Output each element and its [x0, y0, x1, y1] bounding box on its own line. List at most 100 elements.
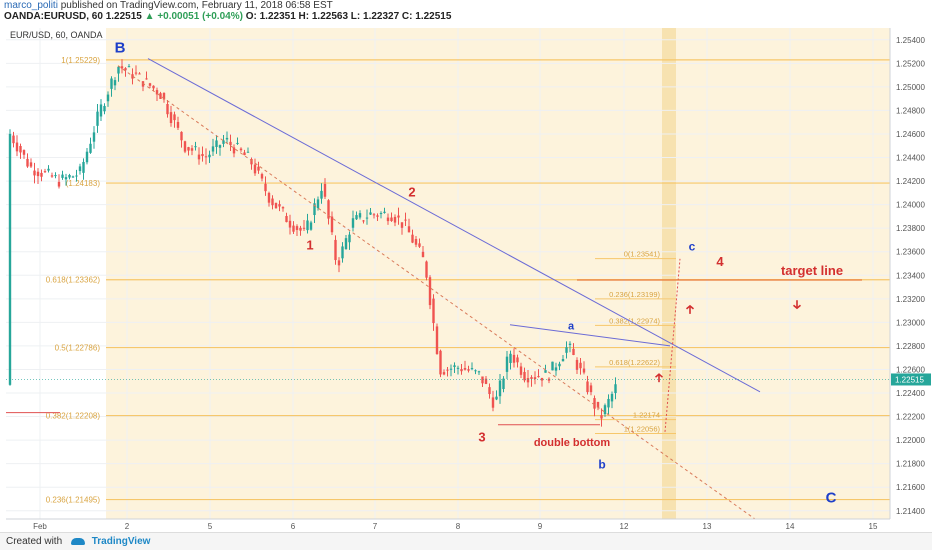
candle-body — [327, 200, 330, 219]
candle-body — [47, 168, 50, 171]
candle-body — [421, 251, 425, 258]
candle-body — [246, 151, 250, 153]
candle-body — [215, 140, 218, 147]
y-tick-label: 1.25000 — [896, 83, 925, 92]
y-tick-label: 1.23400 — [896, 271, 925, 280]
candle-body — [183, 141, 187, 152]
candle-body — [498, 380, 502, 397]
candle-body — [148, 83, 152, 86]
candle-body — [313, 203, 316, 216]
candle-body — [15, 142, 19, 152]
candle-body — [176, 121, 180, 128]
y-tick-label: 1.25400 — [896, 36, 925, 45]
candle-body — [96, 111, 99, 126]
candle-body — [442, 372, 446, 375]
candle-body — [428, 277, 432, 306]
fib-level-label: 0.5(1.22786) — [55, 344, 101, 353]
x-tick-label: 8 — [456, 522, 461, 531]
candle-body — [344, 238, 348, 250]
candle-body — [78, 166, 82, 172]
candle-body — [26, 158, 29, 167]
fib-level-label: 0.382(1.22208) — [46, 412, 101, 421]
candle-body — [222, 140, 225, 144]
x-tick-label: 7 — [373, 522, 378, 531]
footer-bar: Created with TradingView — [0, 532, 932, 550]
candle-body — [400, 222, 404, 228]
author-link[interactable]: marco_politi — [4, 0, 58, 11]
candle-body — [477, 371, 481, 373]
candle-body — [530, 377, 533, 379]
candle-body — [152, 85, 155, 89]
created-with-text: Created with — [6, 536, 63, 547]
candle-body — [362, 220, 365, 222]
candle-body — [484, 378, 488, 384]
candle-body — [397, 215, 400, 218]
wave-label-1: 1 — [306, 237, 313, 252]
candle-body — [453, 365, 456, 367]
price-chart[interactable]: 1(1.25229) 0.5(1.22786) 0.382(1.22208) 0.23… — [0, 22, 932, 532]
change-up-icon: ▲ — [144, 11, 155, 22]
y-tick-label: 1.23000 — [896, 318, 925, 327]
candle-body — [404, 219, 407, 221]
candle-body — [341, 246, 344, 259]
candle-body — [519, 366, 523, 375]
candle-body — [239, 148, 243, 151]
fib-level-label: 1(1.25229) — [61, 56, 100, 65]
x-tick-label: 15 — [869, 522, 878, 531]
candle-body — [589, 385, 593, 393]
fib-ext-label: 1(1.22056) — [624, 425, 661, 434]
fib-level-label: 0.236(1.21495) — [46, 496, 101, 505]
y-tick-label: 1.22400 — [896, 389, 925, 398]
wave-label-4: 4 — [716, 254, 724, 269]
fib-ext-label: 0(1.23541) — [624, 250, 661, 259]
x-tick-label: 5 — [208, 522, 213, 531]
candle-body — [386, 217, 390, 222]
trend-line-a — [509, 324, 671, 347]
candle-body — [488, 387, 491, 395]
candle-body — [505, 356, 509, 372]
candle-body — [274, 202, 278, 209]
candle-body — [603, 405, 607, 415]
tradingview-brand[interactable]: TradingView — [91, 536, 151, 547]
wave-label-c: c — [689, 240, 696, 254]
candle-body — [113, 80, 117, 86]
candle-body — [365, 217, 369, 219]
candle-body — [271, 198, 274, 206]
candle-body — [253, 164, 257, 174]
fib-ext-label: 0.382(1.22974) — [609, 316, 660, 325]
dashed-channel-line — [117, 65, 756, 520]
candle-body — [40, 172, 43, 177]
y-tick-label: 1.22000 — [896, 436, 925, 445]
candle-body — [481, 376, 484, 384]
candle-body — [267, 192, 271, 203]
candle-body — [495, 396, 498, 400]
candle-body — [61, 174, 64, 178]
candle-body — [236, 142, 239, 144]
candle-body — [614, 384, 617, 394]
candle-body — [243, 152, 246, 156]
wave-label-3: 3 — [478, 429, 485, 444]
candle-body — [561, 359, 565, 362]
down-arrow-icon — [792, 304, 802, 310]
symbol-label: OANDA:EURUSD, 60 — [4, 11, 103, 22]
candle-body — [463, 368, 467, 370]
candle-body — [425, 261, 428, 278]
candle-body — [358, 213, 362, 218]
candle-body — [509, 353, 512, 364]
ohlc-values: O: 1.22351 H: 1.22563 L: 1.22327 C: 1.22… — [245, 11, 452, 22]
candle-body — [103, 105, 106, 112]
candle-body — [600, 415, 603, 419]
candle-body — [33, 170, 36, 176]
y-tick-label: 1.24600 — [896, 130, 925, 139]
candle-body — [187, 147, 190, 151]
fib-level-label: (1.24183) — [66, 179, 101, 188]
candle-body — [568, 343, 572, 345]
candle-body — [92, 132, 96, 142]
candle-body — [418, 243, 421, 247]
candle-body — [302, 227, 306, 229]
trend-line-upper — [147, 58, 761, 393]
candle-body — [36, 171, 40, 177]
candle-body — [554, 367, 558, 371]
candle-body — [124, 68, 127, 71]
candle-body — [582, 368, 586, 373]
